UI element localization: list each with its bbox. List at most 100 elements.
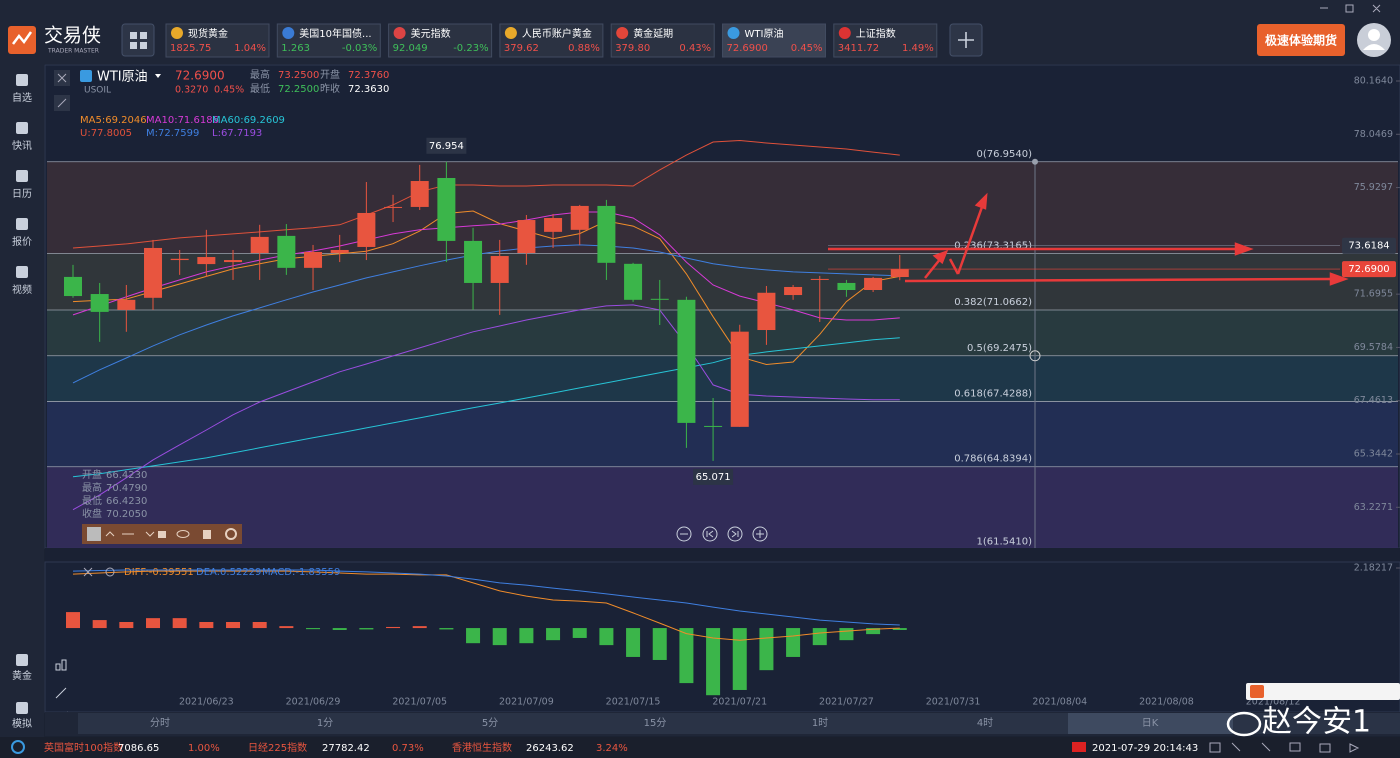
tab-price: 1.263 (281, 43, 310, 54)
low-label-box (693, 468, 734, 485)
timeframe[interactable]: 15分 (644, 717, 667, 729)
timeframe[interactable]: 1时 (812, 717, 828, 729)
fib-handle[interactable] (1029, 350, 1041, 362)
status-icons[interactable] (1209, 742, 1360, 753)
promo-text: 极速体验期货 (1265, 33, 1337, 48)
macd-bar (519, 628, 534, 644)
indicator-line (72, 337, 900, 478)
sidebar-label[interactable]: 视频 (12, 283, 32, 296)
sidebar-label[interactable]: 模拟 (12, 717, 32, 730)
sidebar-label[interactable]: 日历 (12, 188, 32, 200)
lock-icon[interactable] (158, 531, 166, 538)
candle-body (810, 278, 829, 280)
tab[interactable] (610, 23, 715, 58)
macd-bar (439, 628, 454, 630)
window-controls[interactable] (1320, 4, 1381, 13)
timeframe[interactable]: 5分 (482, 717, 498, 729)
fib-label: 0(76.9540) (976, 149, 1032, 160)
sidebar-icon[interactable] (16, 74, 28, 86)
tab[interactable] (276, 23, 381, 58)
candle-body (117, 299, 136, 310)
tab[interactable] (388, 23, 493, 58)
toolbar-icons[interactable] (105, 531, 155, 537)
macd-close[interactable] (83, 567, 93, 577)
sidebar-icon[interactable] (16, 122, 28, 134)
candle-body (170, 258, 189, 261)
info-label: 最高 (82, 481, 102, 494)
tab[interactable] (833, 23, 938, 58)
sidebar-icon[interactable] (16, 218, 28, 230)
sidebar-label[interactable]: 快讯 (12, 140, 32, 152)
sidebar-label[interactable]: 自选 (12, 91, 32, 104)
delete-icon[interactable] (203, 530, 211, 539)
datetime: 2021-07-29 20:14:43 (1092, 743, 1198, 754)
timeframe-selected[interactable] (1068, 713, 1233, 734)
sidebar-label[interactable]: 黄金 (12, 669, 32, 682)
candle-body (650, 298, 669, 300)
macd-bar (66, 612, 80, 629)
candle-body (250, 236, 269, 254)
price-tag-label: 72.6900 (1348, 264, 1389, 275)
macd-settings[interactable] (105, 567, 115, 577)
go-end[interactable] (727, 526, 743, 542)
macd-bar (572, 628, 587, 638)
sidebar-label[interactable]: 报价 (12, 235, 32, 248)
macd-bar (492, 628, 507, 646)
tab-name: WTI原油 (745, 27, 784, 40)
timeframe[interactable]: 1分 (317, 717, 333, 729)
zoom-in[interactable] (752, 526, 768, 542)
tab-price: 379.62 (504, 43, 539, 54)
fib-handle[interactable] (1032, 158, 1038, 165)
macd-bar (626, 628, 641, 657)
indicator-button[interactable] (55, 659, 67, 671)
tab-change: 1.49% (902, 43, 934, 54)
eye-icon[interactable] (176, 530, 190, 538)
tab[interactable] (722, 23, 826, 58)
tab[interactable] (165, 23, 270, 58)
logo-mark (12, 31, 33, 45)
last-price: 72.6900 (175, 69, 225, 83)
color-swatch[interactable] (87, 527, 101, 541)
stat-value: 73.2500 (278, 70, 319, 81)
go-start[interactable] (702, 526, 718, 542)
price-tag (1342, 261, 1396, 278)
sidebar-icon[interactable] (16, 170, 28, 182)
sidebar-icon[interactable] (16, 702, 28, 714)
symbol-dropdown[interactable] (155, 74, 161, 78)
info-value: 66.4230 (106, 496, 147, 507)
tab-change: -0.03% (342, 43, 377, 54)
x-tick-label: 2021/06/23 (179, 697, 234, 708)
macd-bar (199, 622, 214, 629)
tab-icon (282, 27, 295, 39)
macd-line (72, 569, 900, 626)
y-tick-label: 71.6955 (1354, 289, 1393, 300)
macd-bar (812, 628, 827, 646)
stat-value: 72.3630 (348, 84, 389, 95)
ticker-change: 3.24% (596, 743, 628, 754)
y-tick-label: 69.5784 (1354, 342, 1393, 353)
indicator-line (72, 210, 900, 366)
tab[interactable] (499, 23, 604, 58)
draw-button[interactable] (55, 687, 67, 699)
tab-name: 美元指数 (411, 27, 451, 40)
zoom-out[interactable] (676, 526, 692, 542)
promo-button[interactable] (1257, 24, 1345, 56)
settings-icon[interactable] (225, 528, 237, 540)
x-tick-label: 2021/07/27 (819, 697, 874, 708)
symbol-name[interactable]: WTI原油 (97, 70, 148, 85)
layout-button[interactable] (121, 23, 155, 57)
info-label: 收盘 (82, 507, 102, 520)
tab-price: 3411.72 (838, 43, 879, 54)
indicator-line (72, 244, 900, 384)
tab-icon (393, 27, 406, 39)
candle-body (410, 181, 429, 207)
macd-bar (172, 618, 187, 629)
sidebar-icon[interactable] (16, 654, 28, 666)
indicator-line (72, 304, 900, 511)
timeframe[interactable]: 分时 (150, 717, 170, 729)
sidebar-icon[interactable] (16, 266, 28, 278)
timeframe[interactable]: 日K (1142, 718, 1159, 729)
timeframe[interactable]: 4时 (977, 717, 993, 729)
candle-body (224, 260, 243, 263)
